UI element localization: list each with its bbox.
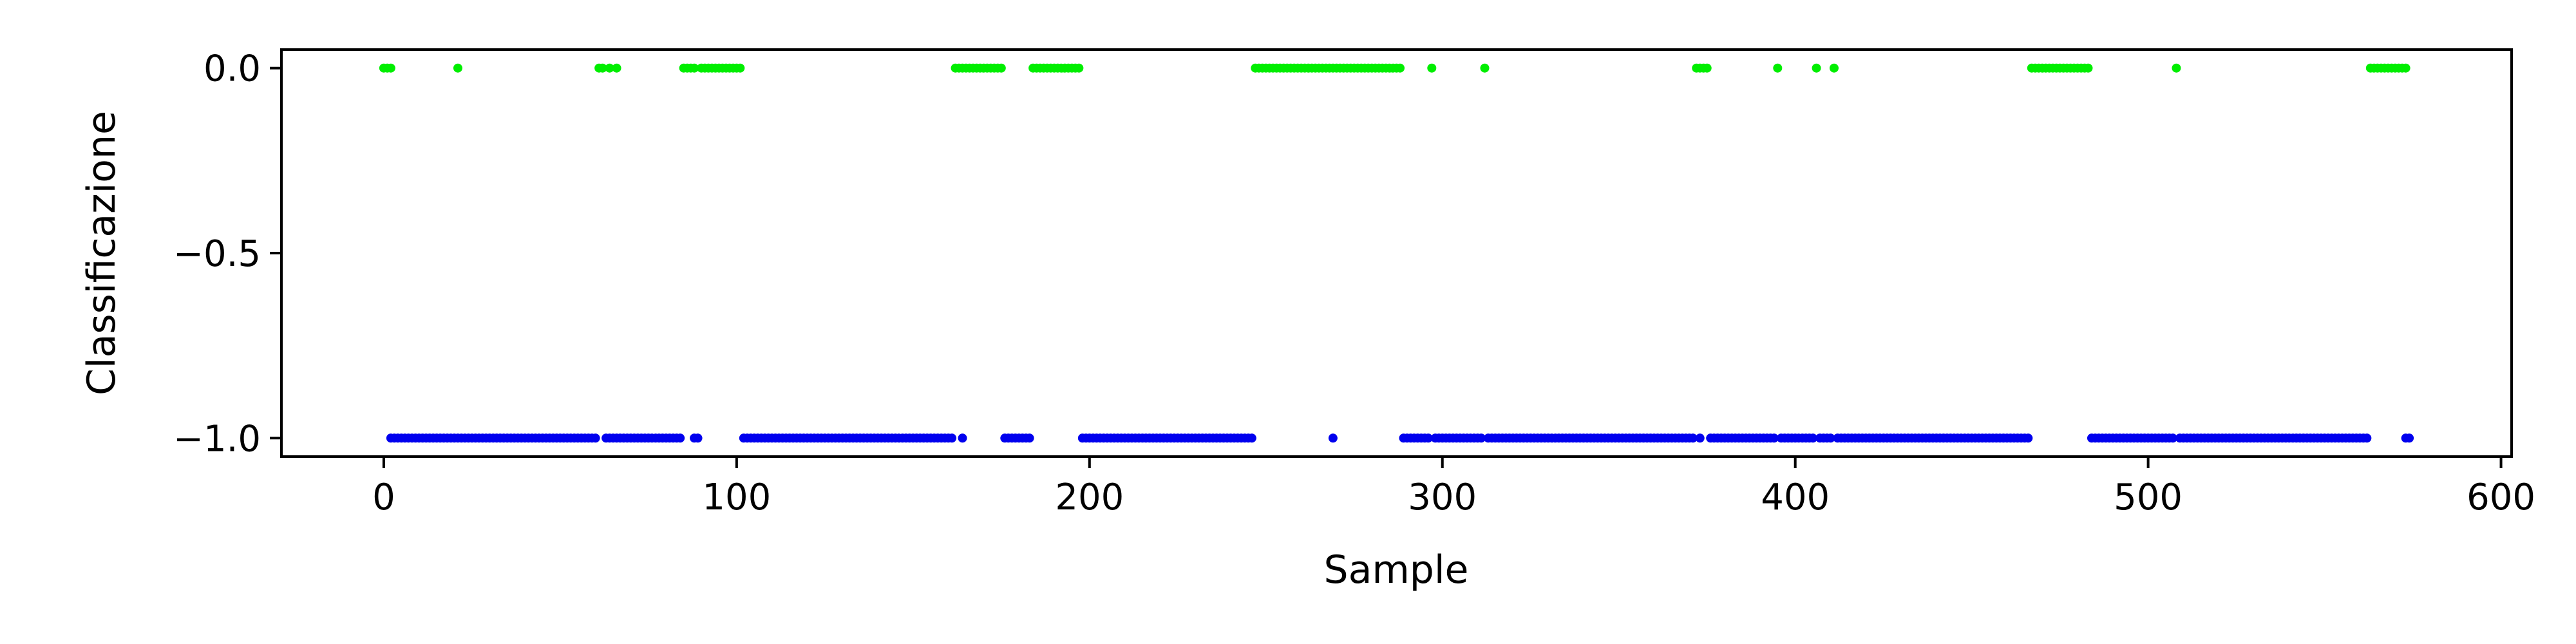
data-point bbox=[453, 63, 462, 73]
series-0 bbox=[379, 63, 2410, 73]
data-point bbox=[1773, 63, 1783, 73]
data-point bbox=[676, 433, 685, 443]
data-point bbox=[2172, 63, 2181, 73]
y-tick-label: −1.0 bbox=[173, 418, 261, 460]
data-point bbox=[690, 63, 699, 73]
data-point bbox=[1702, 63, 1712, 73]
y-tick-label: −0.5 bbox=[173, 233, 261, 275]
data-point bbox=[1423, 433, 1433, 443]
data-point bbox=[693, 433, 703, 443]
data-point bbox=[598, 63, 607, 73]
data-point bbox=[2083, 63, 2093, 73]
data-point bbox=[386, 63, 395, 73]
data-point bbox=[2023, 433, 2033, 443]
data-point bbox=[1829, 63, 1839, 73]
data-point bbox=[2168, 433, 2177, 443]
x-tick-label: 400 bbox=[1761, 477, 1830, 518]
series-1 bbox=[386, 433, 2414, 443]
data-point bbox=[1826, 433, 1835, 443]
data-point bbox=[1812, 63, 1821, 73]
x-tick-label: 200 bbox=[1055, 477, 1124, 518]
data-point bbox=[1480, 63, 1490, 73]
data-point bbox=[947, 433, 957, 443]
data-point bbox=[996, 63, 1006, 73]
data-point bbox=[958, 433, 967, 443]
data-point bbox=[605, 63, 614, 73]
data-point bbox=[1427, 63, 1437, 73]
data-point bbox=[2405, 433, 2414, 443]
data-point bbox=[1688, 433, 1698, 443]
data-point bbox=[1808, 433, 1818, 443]
y-axis: 0.0 −0.5 −1.0 bbox=[173, 48, 281, 460]
data-point bbox=[1074, 63, 1084, 73]
data-point bbox=[2362, 433, 2372, 443]
data-point bbox=[1769, 433, 1779, 443]
data-point bbox=[1695, 433, 1705, 443]
data-point bbox=[1025, 433, 1034, 443]
data-point bbox=[612, 63, 621, 73]
data-point bbox=[1395, 63, 1405, 73]
data-points bbox=[379, 63, 2414, 443]
y-axis-label: Classificazione bbox=[79, 111, 124, 395]
x-tick-label: 100 bbox=[702, 477, 771, 518]
x-tick-label: 0 bbox=[372, 477, 395, 518]
data-point bbox=[735, 63, 745, 73]
x-tick-label: 500 bbox=[2114, 477, 2183, 518]
x-tick-label: 300 bbox=[1408, 477, 1477, 518]
x-axis: 0 100 200 300 400 500 600 bbox=[372, 457, 2535, 518]
data-point bbox=[1477, 433, 1486, 443]
data-point bbox=[591, 433, 600, 443]
y-tick-label: 0.0 bbox=[204, 48, 261, 90]
data-point bbox=[1328, 433, 1338, 443]
data-point bbox=[2401, 63, 2410, 73]
x-axis-label: Sample bbox=[1324, 547, 1469, 592]
data-point bbox=[1247, 433, 1256, 443]
x-tick-label: 600 bbox=[2467, 477, 2535, 518]
